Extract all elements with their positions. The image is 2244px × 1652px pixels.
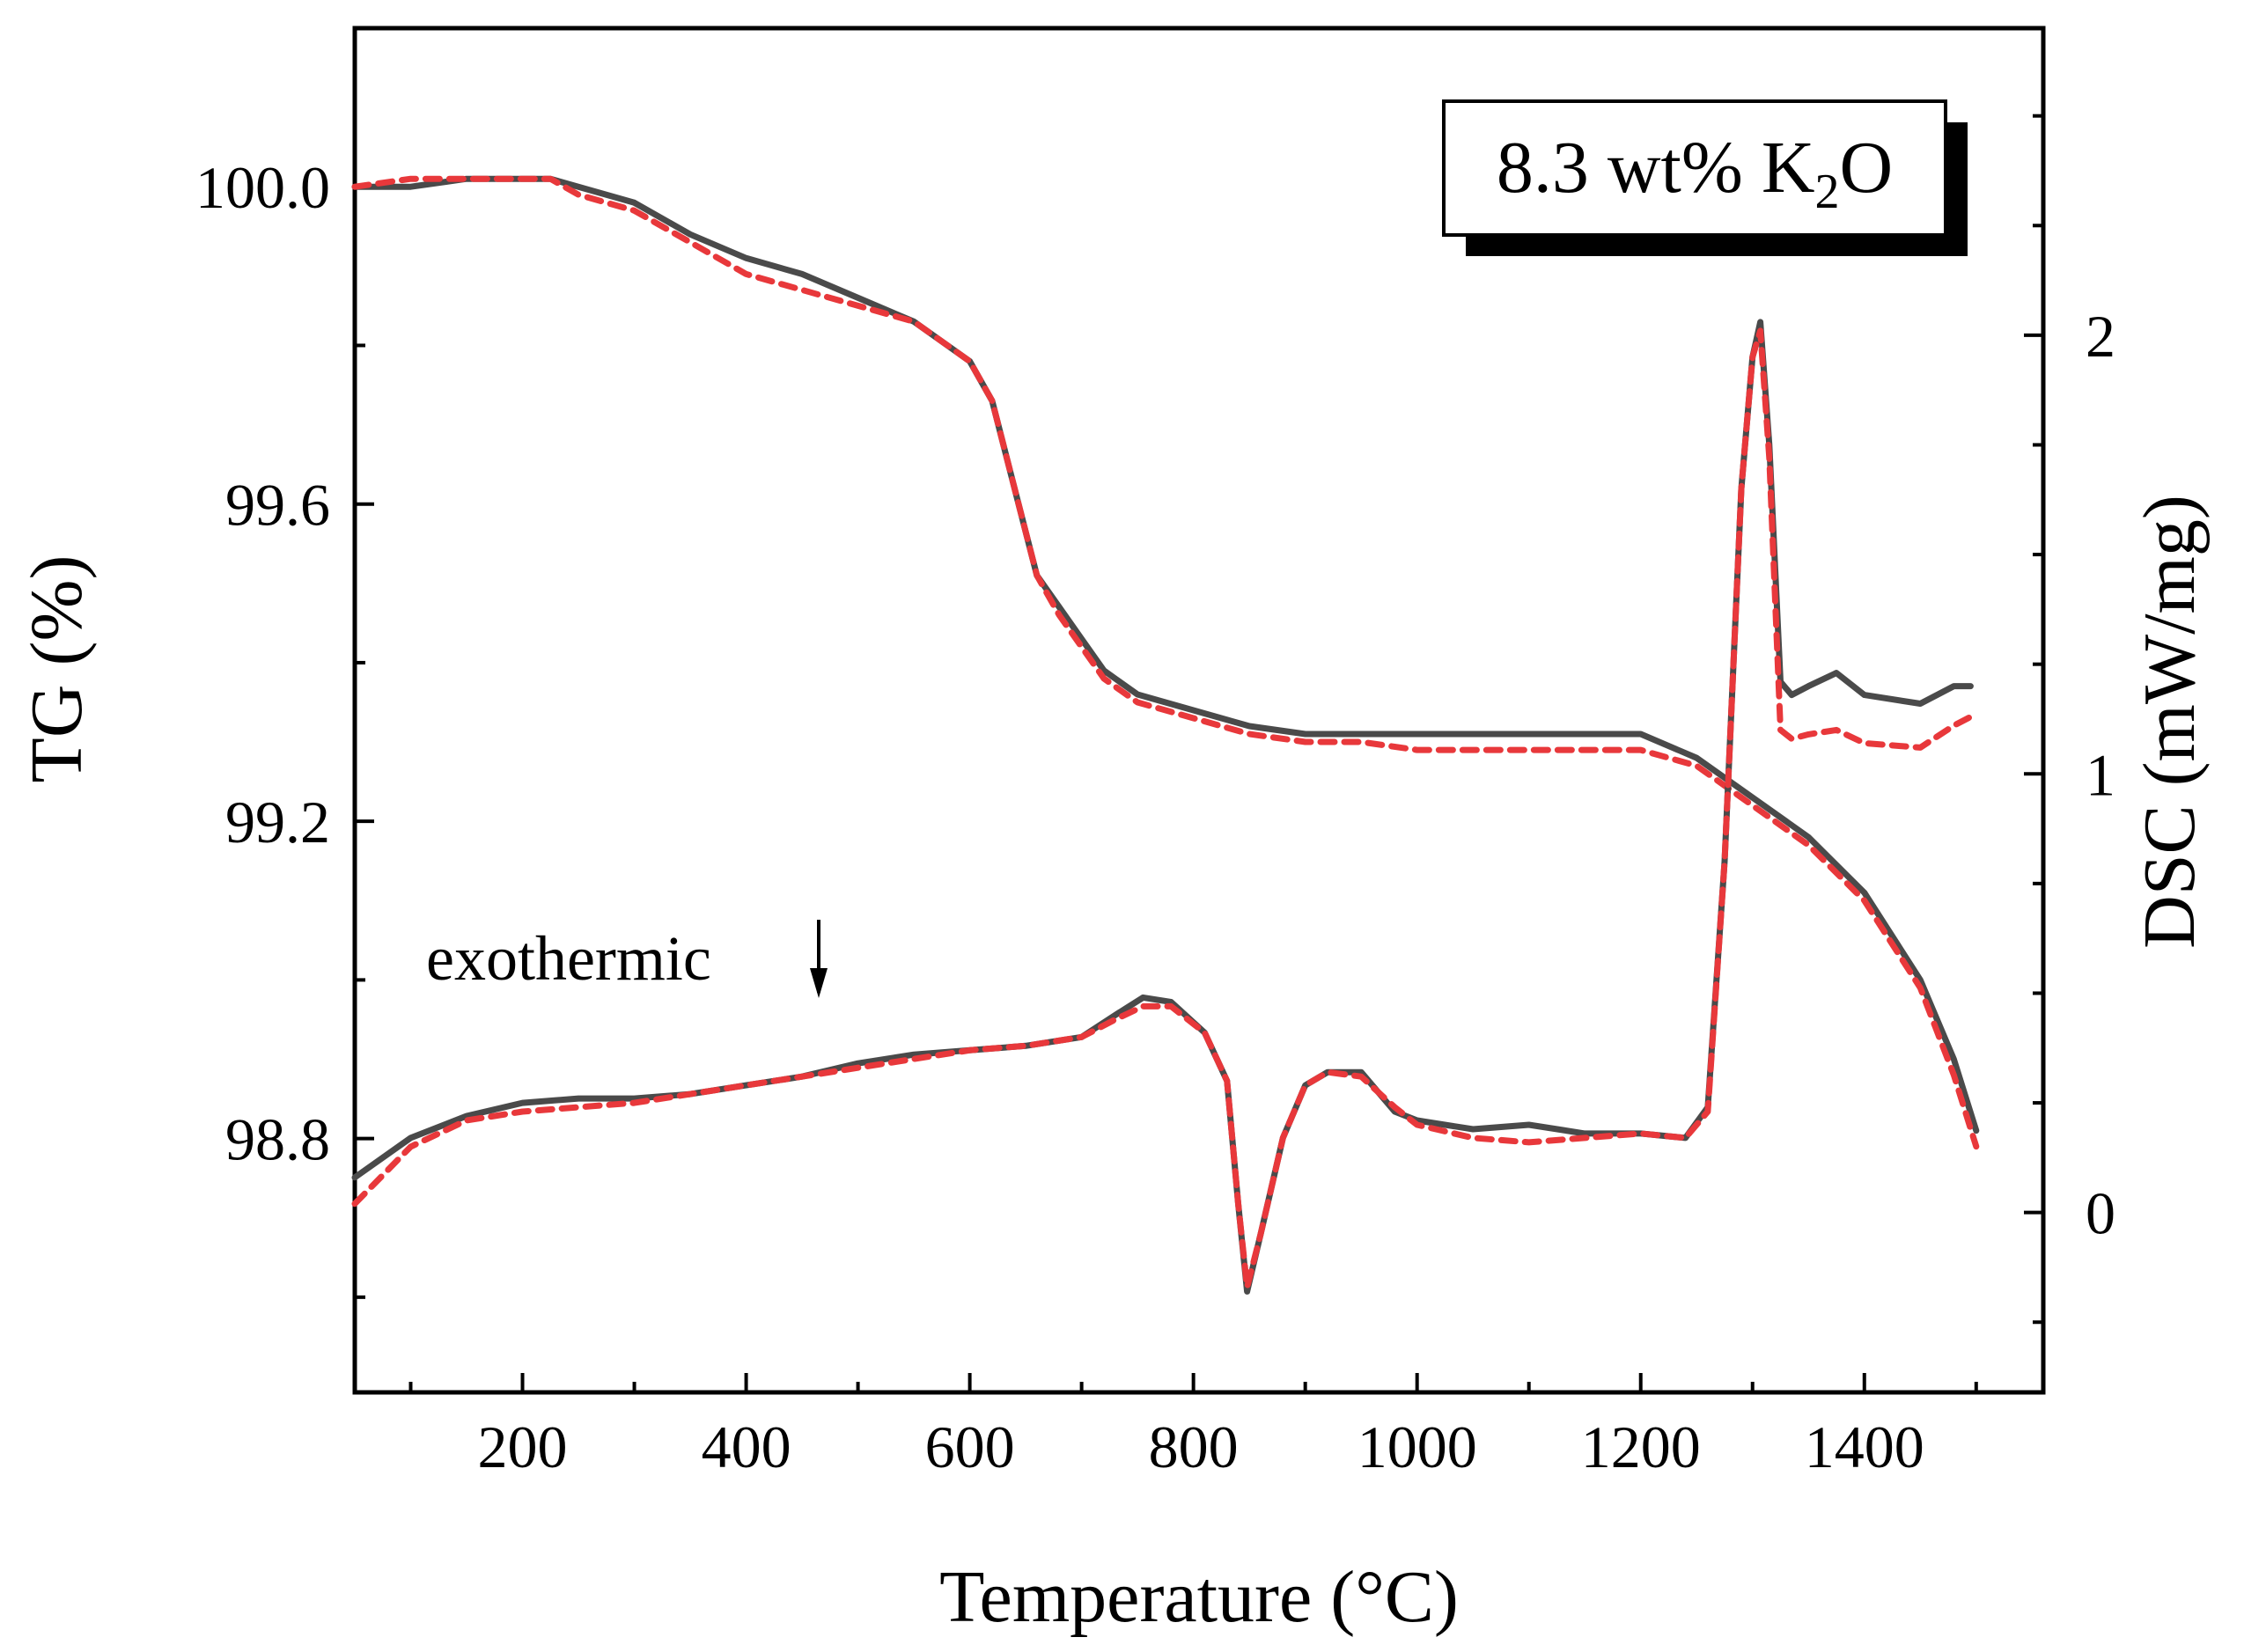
x-tick-label: 1000 [1357,1413,1477,1480]
tg-run-1-line [351,175,1980,1134]
series-layer [351,175,1980,1295]
y-left-tick-label: 100.0 [195,154,330,221]
y-left-tick-label: 98.8 [225,1106,330,1173]
sample-label-box: 8.3 wt% K2O [1442,99,1968,256]
x-tick-label: 200 [478,1413,568,1480]
x-tick-label: 600 [925,1413,1015,1480]
y-right-axis-title: DSC (mW/mg) [2129,495,2211,949]
y-right-tick-label: 2 [2086,303,2115,370]
y-right-tick-label: 0 [2086,1180,2115,1247]
x-axis-ticks: 200 400 600 800 1000 1200 1400 [408,1373,1978,1480]
y-left-tick-label: 99.2 [225,789,330,855]
x-tick-label: 1200 [1581,1413,1701,1480]
tg-run-2-line [351,175,1980,1150]
exothermic-annotation: exothermic [426,923,711,994]
sample-label: 8.3 wt% K2O [1497,127,1893,219]
x-tick-label: 800 [1149,1413,1239,1480]
dsc-run-2-line [351,327,1974,1290]
y-left-tick-label: 99.6 [225,472,330,539]
down-arrow-icon [810,920,828,998]
y-left-axis-title: TG (%) [16,555,98,783]
y-left-axis-ticks: 98.8 99.2 99.6 100.0 [195,154,374,1299]
y-right-axis-ticks: 0 1 2 [2024,114,2115,1325]
plot-frame [352,26,2046,1395]
x-axis-title: Temperature (°C) [939,1556,1459,1638]
x-tick-label: 400 [702,1413,791,1480]
y-right-tick-label: 1 [2086,741,2115,808]
x-tick-label: 1400 [1805,1413,1924,1480]
